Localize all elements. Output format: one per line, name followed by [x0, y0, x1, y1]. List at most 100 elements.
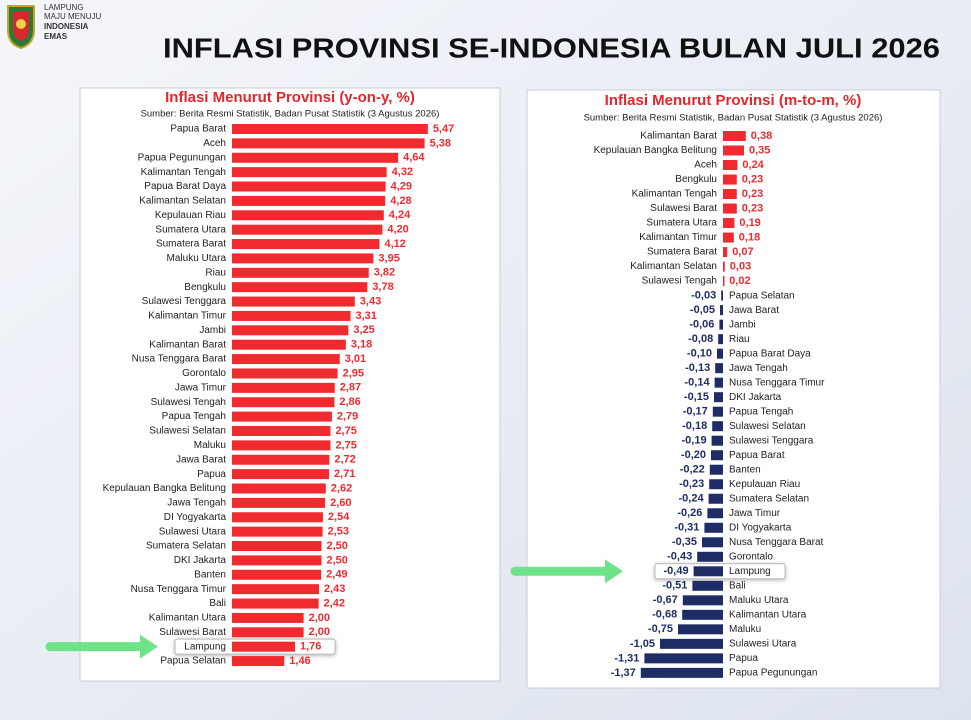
value-label: 4,20: [387, 224, 408, 236]
bar: [232, 425, 331, 436]
bar: [697, 551, 723, 562]
bar: [232, 124, 428, 134]
value-label: 2,00: [309, 612, 330, 624]
bar: [712, 421, 723, 432]
category-label: DKI Jakarta: [174, 555, 227, 566]
value-label: -0,20: [681, 449, 706, 461]
value-label: -0,10: [687, 348, 712, 360]
value-label: -1,37: [611, 667, 636, 679]
bar: [232, 296, 355, 307]
value-label: -0,18: [682, 420, 707, 432]
bar: [723, 218, 735, 229]
logo: [7, 5, 35, 50]
value-label: -0,43: [667, 551, 692, 563]
category-label: Riau: [205, 267, 226, 278]
category-label: Banten: [729, 464, 761, 475]
category-label: Lampung: [184, 641, 226, 652]
value-label: 0,18: [739, 231, 760, 243]
value-label: 2,60: [330, 497, 351, 509]
value-label: -0,08: [688, 333, 713, 345]
bar: [711, 450, 723, 461]
category-label: Jawa Tengah: [167, 498, 226, 509]
logo-text: EMAS: [44, 32, 68, 41]
bar: [682, 609, 723, 620]
bar: [720, 305, 723, 316]
bar: [232, 382, 335, 393]
bar: [692, 580, 723, 591]
chart-title: Inflasi Menurut Provinsi (m-to-m, %): [605, 92, 862, 109]
value-label: 2,95: [343, 367, 364, 379]
category-label: DI Yogyakarta: [729, 522, 792, 533]
category-label: Gorontalo: [182, 368, 226, 379]
value-label: 0,35: [749, 144, 770, 156]
bar: [702, 537, 723, 548]
value-label: -1,05: [630, 638, 655, 650]
value-label: -0,23: [679, 478, 704, 490]
bar: [660, 638, 723, 649]
bar: [232, 224, 383, 235]
value-label: 5,47: [433, 123, 454, 135]
category-label: Papua Selatan: [160, 656, 226, 667]
bar: [232, 454, 330, 465]
value-label: 5,38: [430, 137, 451, 149]
category-label: Maluku Utara: [167, 253, 227, 264]
category-label: Jambi: [729, 319, 756, 330]
category-label: Papua Barat Daya: [729, 348, 811, 359]
bar: [723, 276, 725, 287]
value-label: 0,03: [730, 260, 751, 272]
bar: [232, 656, 285, 667]
bar: [232, 512, 323, 523]
bar: [723, 203, 737, 214]
value-label: -1,31: [614, 652, 639, 664]
value-label: 4,29: [391, 180, 412, 192]
category-label: Nusa Tenggara Timur: [131, 584, 227, 595]
value-label: 2,50: [327, 554, 348, 566]
bar: [715, 363, 723, 374]
category-label: Kepulauan Bangka Belitung: [103, 483, 226, 494]
bar: [232, 584, 319, 595]
value-label: 4,64: [403, 152, 425, 164]
category-label: Sulawesi Utara: [729, 638, 797, 649]
category-label: Kalimantan Utara: [149, 613, 227, 624]
category-label: Kalimantan Barat: [640, 131, 717, 142]
bar: [712, 406, 723, 417]
value-label: 2,43: [324, 583, 345, 595]
value-label: -0,49: [664, 565, 689, 577]
category-label: Papua Tengah: [162, 411, 226, 422]
category-label: Kalimantan Tengah: [141, 167, 226, 178]
bar: [717, 348, 723, 359]
bar: [709, 479, 723, 490]
bar: [707, 508, 723, 519]
category-label: Kepulauan Riau: [155, 210, 226, 221]
bar: [232, 627, 304, 638]
value-label: 0,02: [729, 275, 750, 287]
category-label: Sumatera Barat: [647, 247, 717, 258]
category-label: Papua Tengah: [729, 406, 793, 417]
value-label: -0,05: [690, 304, 715, 316]
bar: [232, 569, 322, 580]
value-label: 3,43: [360, 295, 381, 307]
category-label: Maluku: [194, 440, 226, 451]
category-label: Sulawesi Barat: [650, 203, 717, 214]
bar: [232, 210, 384, 221]
bar: [232, 469, 330, 480]
value-label: 2,49: [326, 569, 347, 581]
value-label: 2,75: [335, 439, 356, 451]
bar: [711, 435, 723, 446]
value-label: 3,25: [353, 324, 374, 336]
category-label: Nusa Tenggara Timur: [729, 377, 825, 388]
category-label: Sumatera Barat: [156, 239, 226, 250]
value-label: -0,26: [677, 507, 702, 519]
bar: [640, 667, 723, 678]
bar: [644, 653, 723, 664]
category-label: Papua: [729, 653, 758, 664]
value-label: 2,75: [335, 425, 356, 437]
bar: [232, 483, 326, 494]
bar: [232, 440, 331, 451]
bar: [723, 174, 737, 185]
value-label: 0,23: [742, 202, 763, 214]
bar: [723, 261, 725, 272]
value-label: 2,86: [339, 396, 360, 408]
category-label: Sulawesi Tenggara: [729, 435, 814, 446]
value-label: -0,17: [683, 406, 708, 418]
